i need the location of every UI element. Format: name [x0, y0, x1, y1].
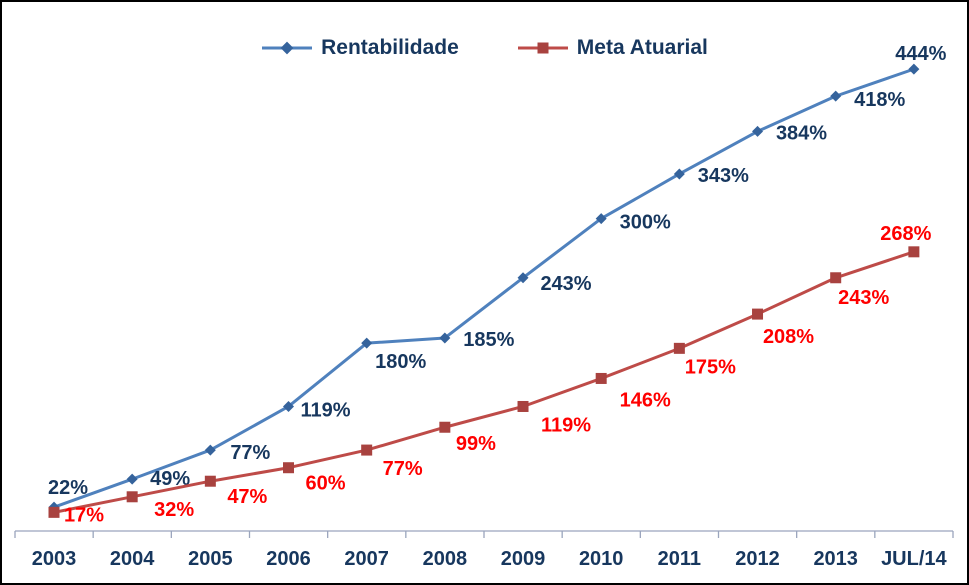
data-label: 384% [776, 122, 827, 144]
data-label: 243% [540, 273, 591, 295]
meta-atuarial-line-square-icon [517, 42, 568, 54]
data-label: 208% [763, 326, 814, 348]
data-label: 418% [854, 89, 905, 111]
x-axis-label: 2012 [735, 548, 780, 570]
legend-item-rentabilidade: Rentabilidade [261, 36, 459, 60]
x-axis-label: 2006 [266, 548, 311, 570]
data-label: 343% [698, 165, 749, 187]
data-point [439, 421, 451, 433]
data-point [830, 90, 842, 102]
data-label: 185% [463, 329, 514, 351]
data-label: 444% [895, 43, 946, 65]
data-point [204, 475, 216, 487]
data-label: 119% [541, 414, 591, 436]
legend: Rentabilidade Meta Atuarial [2, 36, 967, 60]
series-line-rentabilidade [52, 67, 916, 509]
data-label: 22% [48, 477, 88, 499]
data-point [204, 444, 216, 456]
data-label: 32% [154, 499, 194, 521]
data-label: 77% [383, 458, 423, 480]
legend-label-rentabilidade: Rentabilidade [321, 36, 459, 59]
data-label: 180% [375, 351, 426, 373]
x-axis-label: 2005 [188, 548, 233, 570]
data-label: 268% [880, 223, 931, 245]
data-point [595, 213, 607, 225]
data-point [126, 473, 138, 485]
data-label: 60% [305, 473, 345, 495]
data-point [361, 337, 373, 349]
x-axis-label: 2008 [423, 548, 468, 570]
data-point [517, 272, 529, 284]
series-line-meta-atuarial [52, 250, 916, 514]
x-axis-label: 2004 [110, 548, 155, 570]
data-point [673, 342, 685, 354]
x-axis-label: JUL/14 [881, 548, 947, 570]
data-label: 300% [620, 212, 671, 234]
data-point [908, 246, 920, 258]
x-axis-label: 2013 [813, 548, 858, 570]
data-label: 146% [620, 389, 671, 411]
rentabilidade-line-diamond-icon [262, 41, 313, 55]
data-point [752, 125, 764, 137]
data-label: 119% [300, 399, 350, 421]
data-point [673, 168, 685, 180]
data-point [908, 63, 920, 75]
data-point [752, 308, 764, 320]
data-label: 77% [230, 442, 270, 464]
data-label: 47% [227, 486, 267, 508]
legend-label-meta-atuarial: Meta Atuarial [576, 36, 708, 59]
data-point [517, 400, 529, 412]
data-point [595, 372, 607, 384]
x-axis-label: 2010 [579, 548, 624, 570]
x-axis-label: 2011 [658, 548, 701, 570]
data-point [361, 444, 373, 456]
data-label: 175% [685, 356, 736, 378]
x-axis-label: 2003 [32, 548, 77, 570]
data-point [283, 462, 295, 474]
data-point [283, 400, 295, 412]
data-label: 99% [456, 433, 496, 455]
legend-item-meta-atuarial: Meta Atuarial [517, 36, 708, 60]
data-point [48, 506, 60, 518]
x-axis-label: 2009 [501, 548, 546, 570]
x-axis-label: 2007 [344, 548, 389, 570]
data-point [830, 272, 842, 284]
data-point [126, 491, 138, 503]
data-label: 17% [64, 504, 104, 526]
data-label: 243% [838, 287, 889, 309]
data-label: 49% [150, 468, 190, 490]
data-point [439, 332, 451, 344]
